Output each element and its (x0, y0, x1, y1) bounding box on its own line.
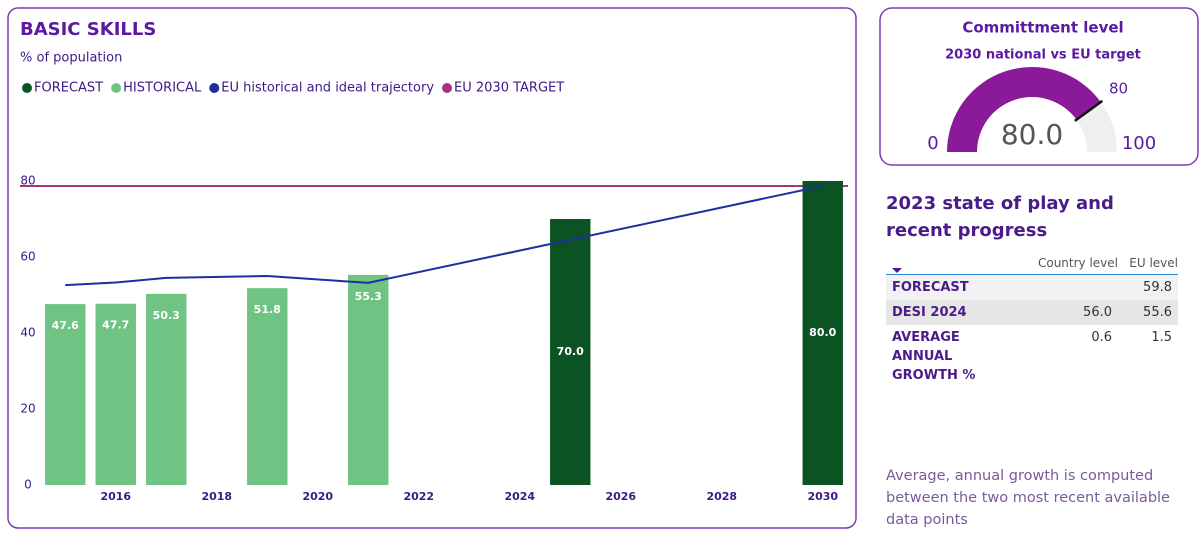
bar-label: 50.3 (153, 309, 180, 322)
column-header[interactable]: Country level (1037, 256, 1118, 270)
gauge-fill (947, 66, 1101, 152)
bar-label: 70.0 (557, 345, 584, 358)
y-tick-label: 40 (20, 326, 35, 340)
column-header[interactable]: EU level (1129, 256, 1178, 270)
bar-label: 80.0 (809, 326, 836, 339)
bar (348, 274, 389, 485)
gauge-value: 80.0 (1001, 118, 1063, 151)
x-tick-label: 2016 (100, 490, 131, 503)
bar-label: 51.8 (254, 303, 281, 316)
bar-label: 47.6 (52, 319, 79, 332)
bar-label: 47.7 (102, 319, 129, 332)
bar (550, 219, 591, 485)
x-tick-label: 2026 (605, 490, 636, 503)
bar (247, 288, 288, 485)
bar (95, 303, 136, 485)
progress-table: 2023 state of play and recent progress C… (886, 190, 1178, 388)
line (65, 184, 823, 287)
bar (146, 293, 187, 485)
chart-title: BASIC SKILLS (20, 19, 156, 40)
table-row: AVERAGE ANNUAL GROWTH % 0.6 1.5 (886, 325, 1178, 388)
gauge-max: 100 (1122, 133, 1156, 154)
eu-level: 55.6 (1143, 305, 1172, 320)
y-tick-label: 60 (20, 250, 35, 264)
gauge-title: Committment level (962, 19, 1123, 37)
table-row: FORECAST 59.8 (886, 275, 1178, 300)
legend-label: EU historical and ideal trajectory (221, 81, 434, 96)
gauge-min: 0 (927, 133, 938, 154)
y-tick-label: 20 (20, 402, 35, 416)
row-label: FORECAST (892, 280, 969, 295)
x-tick-label: 2030 (807, 490, 838, 503)
y-tick-label: 0 (24, 478, 32, 492)
country-level: 0.6 (1091, 330, 1112, 345)
gauge-target-label: 80 (1109, 80, 1128, 98)
eu-level: 59.8 (1143, 280, 1172, 295)
legend-label: EU 2030 TARGET (454, 81, 564, 96)
x-tick-label: 2024 (504, 490, 535, 503)
bar (802, 181, 843, 485)
chart-panel (7, 7, 857, 529)
row-label: DESI 2024 (892, 305, 967, 320)
table-header: Country level EU level (886, 252, 1178, 275)
bar (45, 304, 86, 485)
legend-swatch (111, 83, 122, 93)
gauge-subtitle: 2030 national vs EU target (945, 48, 1141, 63)
legend-label: HISTORICAL (123, 81, 202, 96)
table-body: FORECAST 59.8 DESI 2024 56.0 55.6 AVERAGE ANN… (886, 275, 1178, 388)
legend-swatch (22, 83, 32, 93)
sort-arrow[interactable] (892, 268, 902, 273)
legend-label: FORECAST (34, 81, 103, 96)
x-tick-label: 2028 (706, 490, 737, 503)
legend-swatch (442, 83, 453, 93)
table-row: DESI 2024 56.0 55.6 (886, 300, 1178, 325)
gauge-target (1074, 99, 1104, 122)
x-tick-label: 2020 (302, 490, 333, 503)
eu-level: 1.5 (1151, 330, 1172, 345)
chart-subtitle: % of population (20, 51, 122, 66)
x-tick-label: 2018 (201, 490, 232, 503)
legend-swatch (209, 83, 220, 93)
table-title: 2023 state of play and recent progress (886, 193, 1114, 241)
y-tick-label: 80 (20, 174, 35, 188)
x-tick-label: 2022 (403, 490, 434, 503)
row-label: AVERAGE ANNUAL GROWTH % (892, 330, 976, 383)
country-level: 56.0 (1083, 305, 1112, 320)
footnote: Average, annual growth is computed betwe… (886, 468, 1170, 528)
bar-label: 55.3 (355, 290, 382, 303)
